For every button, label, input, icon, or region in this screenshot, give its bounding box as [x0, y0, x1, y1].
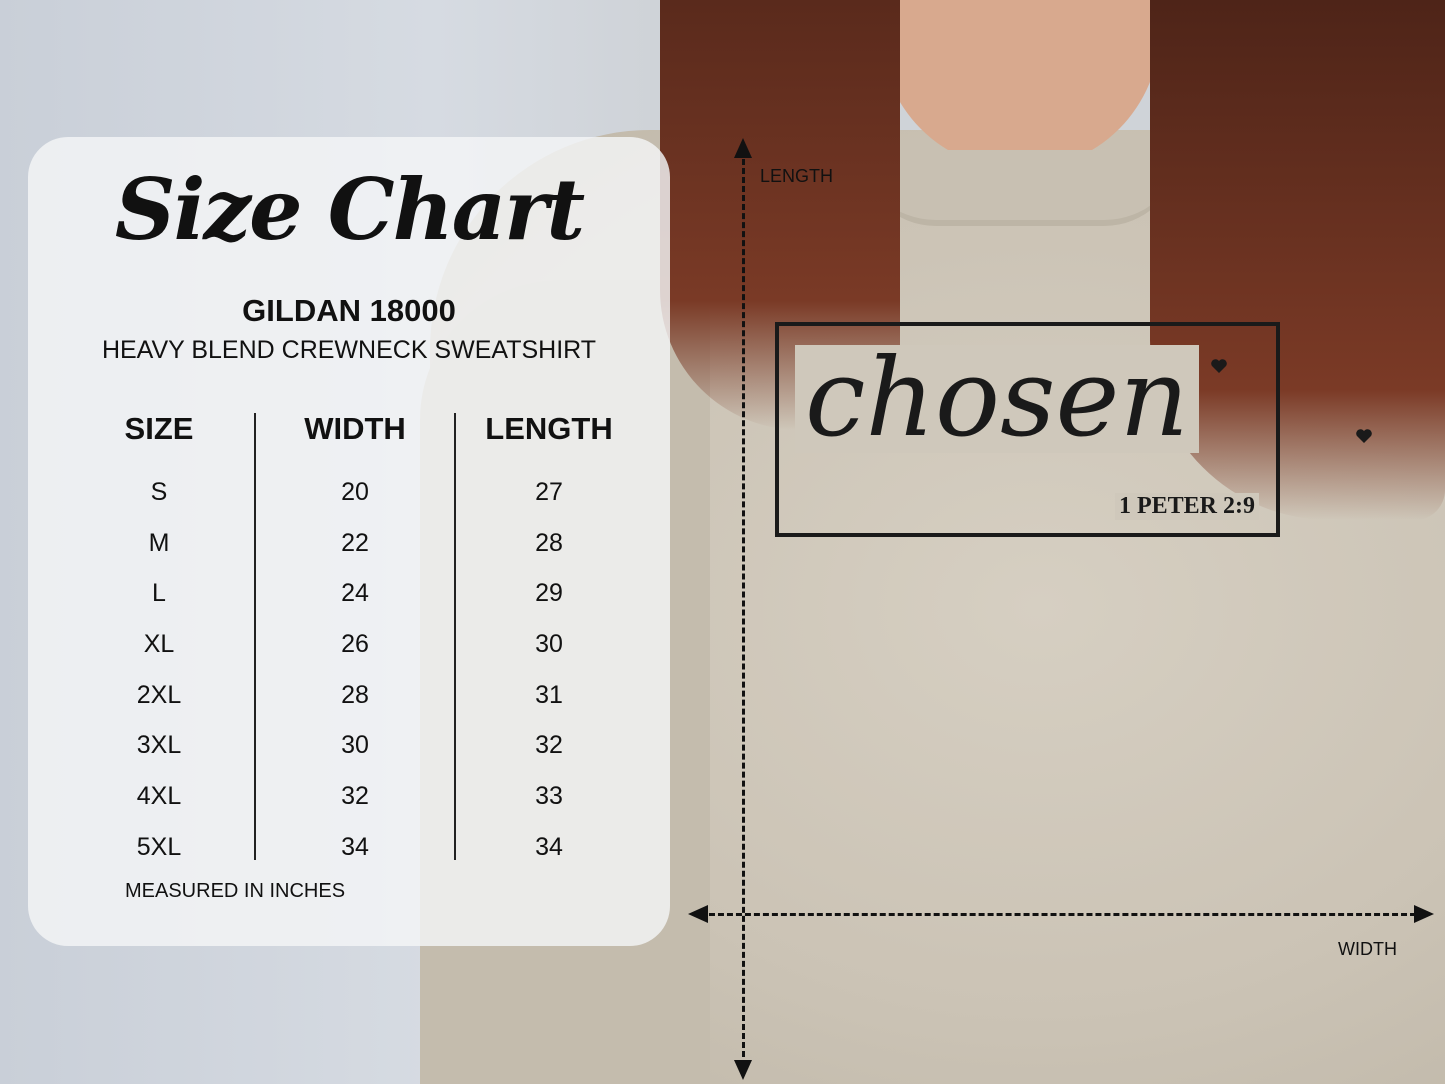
- width-column: WIDTH 20 22 24 26 28 30 32 34: [255, 410, 455, 878]
- length-cell: 28: [535, 528, 563, 557]
- arrow-down-icon: [734, 1060, 752, 1080]
- size-chart-panel: [28, 137, 670, 946]
- arrow-left-icon: [688, 905, 708, 923]
- column-header: SIZE: [124, 411, 194, 446]
- length-cell: 29: [535, 579, 563, 608]
- size-cell: L: [152, 579, 166, 608]
- chart-title: Size Chart: [114, 160, 585, 259]
- width-cell: 24: [341, 579, 369, 608]
- measurement-note: MEASURED IN INCHES: [125, 880, 346, 902]
- model-hair-right: [1150, 0, 1445, 520]
- column-divider: [254, 413, 256, 860]
- size-cell: 5XL: [136, 832, 182, 861]
- size-cell: M: [148, 528, 170, 557]
- length-cell: 27: [535, 478, 563, 506]
- size-cell: 3XL: [136, 731, 182, 760]
- column-divider: [454, 413, 456, 860]
- length-cell: 32: [535, 731, 563, 760]
- width-cell: 30: [341, 731, 369, 760]
- width-label: WIDTH: [1338, 939, 1397, 959]
- size-cell: XL: [143, 630, 175, 659]
- width-cell: 28: [341, 680, 369, 709]
- size-cell: 2XL: [136, 680, 182, 709]
- length-cell: 31: [535, 680, 563, 709]
- length-cell: 30: [535, 630, 563, 659]
- arrow-up-icon: [734, 138, 752, 158]
- arrow-right-icon: [1414, 905, 1434, 923]
- print-verse: 1 PETER 2:9: [1115, 493, 1260, 520]
- width-cell: 26: [341, 630, 369, 659]
- width-cell: 34: [341, 832, 369, 861]
- size-cell: 4XL: [136, 782, 182, 811]
- print-word: chosen: [795, 345, 1199, 453]
- size-column: SIZE S M L XL 2XL 3XL 4XL 5XL: [59, 410, 259, 878]
- heart-icon: [1211, 359, 1227, 373]
- length-column: LENGTH 27 28 29 30 31 32 33 34: [449, 410, 649, 878]
- product-name: HEAVY BLEND CREWNECK SWEATSHIRT: [101, 336, 597, 364]
- width-cell: 20: [341, 478, 369, 506]
- width-cell: 32: [341, 782, 369, 811]
- column-header: LENGTH: [485, 411, 613, 446]
- brand-model: GILDAN 18000: [242, 293, 456, 328]
- length-label: LENGTH: [760, 166, 834, 186]
- width-measure-line: [700, 913, 1425, 916]
- sweatshirt-collar: [860, 150, 1180, 226]
- heart-icon: [1356, 429, 1372, 443]
- print-frame: [775, 322, 1280, 537]
- width-cell: 22: [341, 528, 369, 557]
- length-cell: 34: [535, 832, 563, 861]
- length-cell: 33: [535, 782, 563, 811]
- length-measure-line: [742, 150, 745, 1075]
- size-cell: S: [150, 478, 168, 506]
- column-header: WIDTH: [304, 411, 406, 446]
